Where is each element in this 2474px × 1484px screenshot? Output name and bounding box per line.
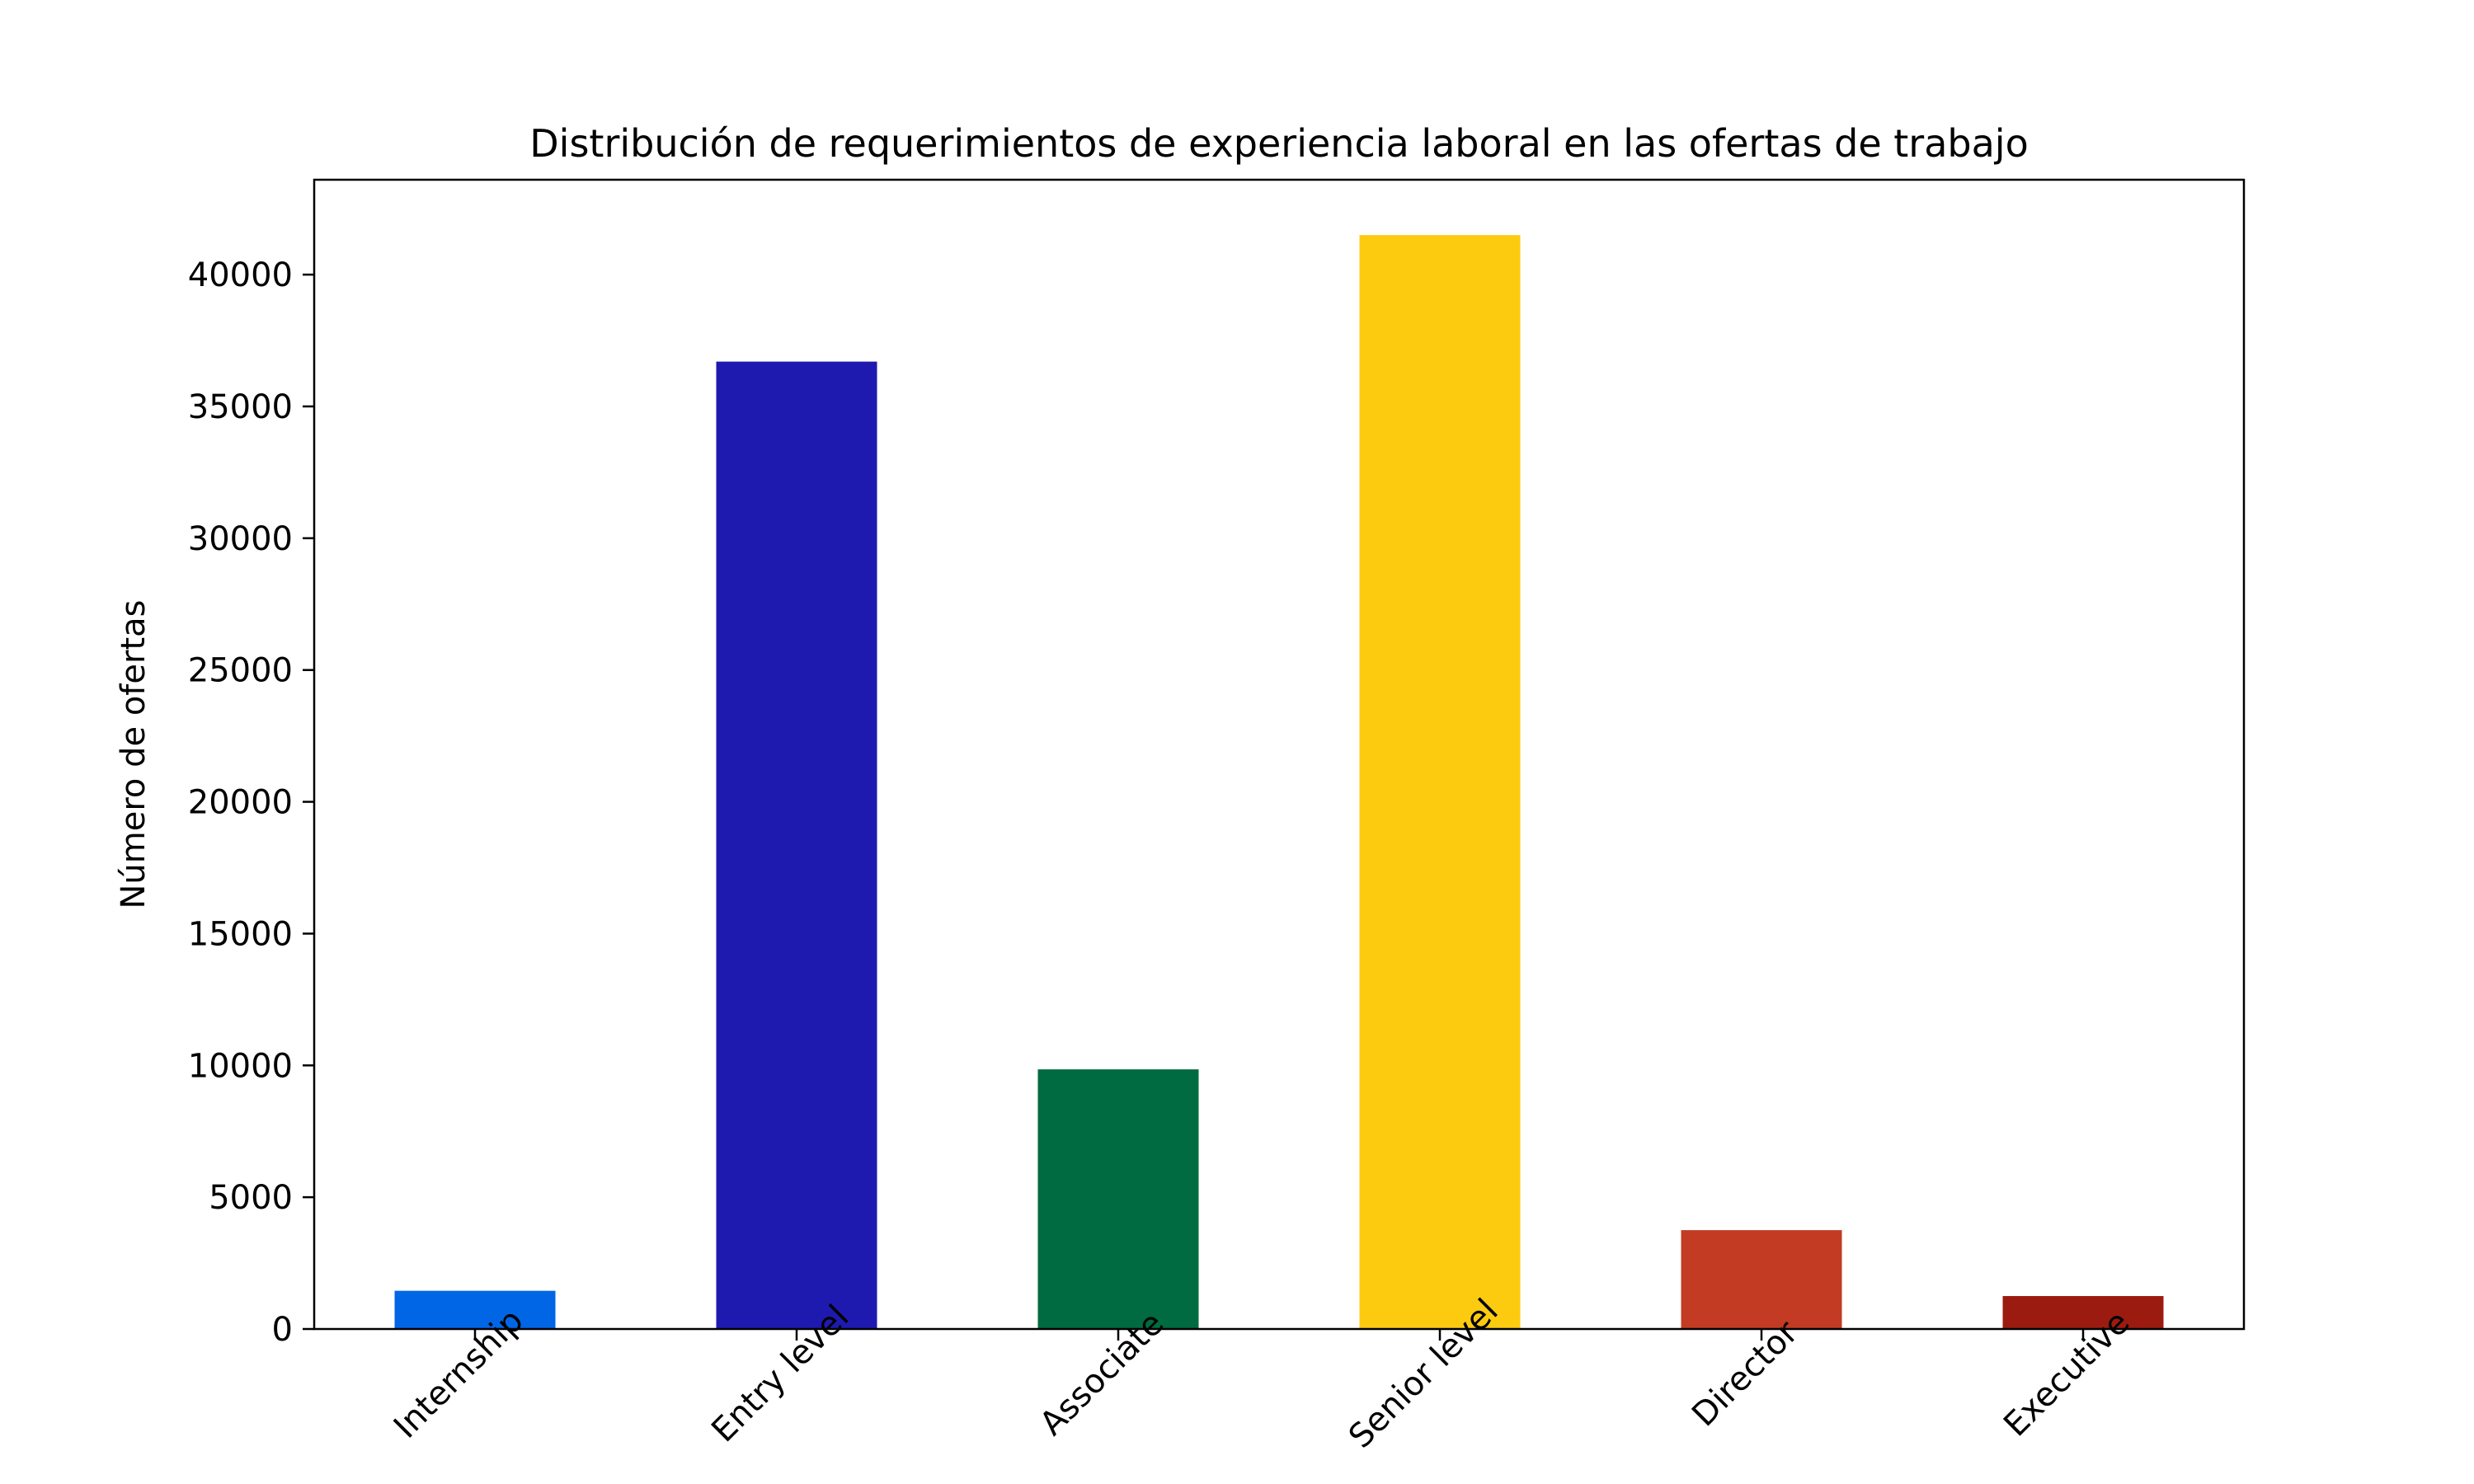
bar-senior-level: [1359, 235, 1521, 1329]
bar-executive: [2002, 1296, 2164, 1329]
y-tick-label: 25000: [188, 652, 293, 690]
y-tick-label: 5000: [209, 1179, 293, 1217]
plot-frame: [313, 178, 2246, 1331]
chart-title: Distribución de requerimientos de experi…: [529, 121, 2028, 166]
y-tick-label: 40000: [188, 256, 293, 294]
bar-internship: [394, 1290, 556, 1329]
y-axis-ticks: 0 5000 10000 15000 20000 25000 30000 35000 40000: [188, 256, 314, 1349]
y-tick-label: 30000: [188, 520, 293, 558]
y-axis-label: Número de ofertas: [115, 600, 153, 909]
x-tick-label: Director: [1685, 1313, 1806, 1435]
bars-layer: [394, 235, 2164, 1329]
bar-entry-level: [716, 361, 877, 1329]
y-tick-label: 0: [272, 1311, 293, 1349]
bar-associate: [1037, 1069, 1199, 1329]
y-tick-label: 20000: [188, 784, 293, 822]
x-axis-ticks: Internship Entry level Associate Senior lev…: [387, 1292, 2138, 1456]
bar-director: [1681, 1230, 1842, 1329]
y-tick-label: 10000: [188, 1047, 293, 1085]
y-tick-label: 35000: [188, 388, 293, 426]
y-tick-label: 15000: [188, 915, 293, 953]
